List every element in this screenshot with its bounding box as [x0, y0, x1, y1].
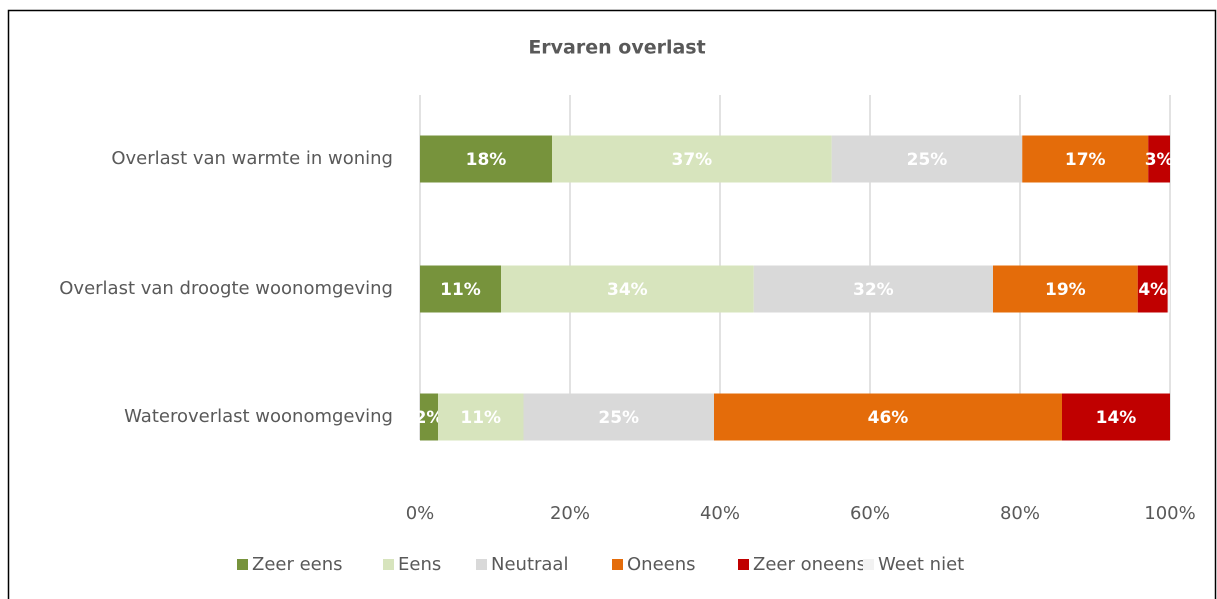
bar-segment [831, 135, 1023, 183]
data-label: 3% [1145, 150, 1174, 170]
data-label: 46% [868, 408, 909, 428]
data-label: 19% [1045, 280, 1086, 300]
data-label: 18% [466, 150, 507, 170]
bar-segment [1062, 393, 1170, 441]
bar-segment [714, 393, 1062, 441]
bar-segment [420, 265, 501, 313]
legend-label: Zeer eens [252, 554, 343, 575]
legend-label: Eens [398, 554, 441, 575]
legend-swatch [237, 559, 248, 570]
x-tick-label: 20% [550, 503, 590, 524]
bar-segment [753, 265, 993, 313]
bar-segment [501, 265, 754, 313]
legend-swatch [476, 559, 487, 570]
legend-swatch [383, 559, 394, 570]
data-label: 34% [607, 280, 648, 300]
bar-segment [523, 393, 714, 441]
x-tick-label: 100% [1144, 503, 1195, 524]
chart-title: Ervaren overlast [528, 37, 705, 59]
bar-segment [420, 393, 438, 441]
x-tick-label: 0% [406, 503, 435, 524]
y-tick-label: Wateroverlast woonomgeving [124, 406, 393, 427]
y-tick-label: Overlast van droogte woonomgeving [59, 278, 393, 299]
data-label: 14% [1096, 408, 1137, 428]
data-label: 4% [1138, 280, 1167, 300]
legend-label: Zeer oneens [753, 554, 866, 575]
data-label: 11% [460, 408, 501, 428]
data-label: 2% [415, 408, 444, 428]
y-tick-label: Overlast van warmte in woning [111, 148, 393, 169]
bar-segment [552, 135, 832, 183]
x-tick-label: 60% [850, 503, 890, 524]
data-label: 37% [672, 150, 713, 170]
data-label: 32% [853, 280, 894, 300]
legend-swatch [863, 559, 874, 570]
data-label: 17% [1065, 150, 1106, 170]
x-tick-label: 40% [700, 503, 740, 524]
bar-segment [1148, 135, 1170, 183]
legend-swatch [612, 559, 623, 570]
data-label: 25% [907, 150, 948, 170]
bar-segment [420, 135, 552, 183]
bar-segment [1022, 135, 1149, 183]
x-tick-label: 80% [1000, 503, 1040, 524]
data-label: 25% [598, 408, 639, 428]
legend-swatch [738, 559, 749, 570]
bar-segment [993, 265, 1138, 313]
bar-segment [1137, 265, 1168, 313]
data-label: 11% [440, 280, 481, 300]
bar-segment [1167, 265, 1170, 313]
legend-label: Weet niet [878, 554, 964, 575]
bar-segment [438, 393, 524, 441]
legend-label: Neutraal [491, 554, 568, 575]
legend-label: Oneens [627, 554, 696, 575]
